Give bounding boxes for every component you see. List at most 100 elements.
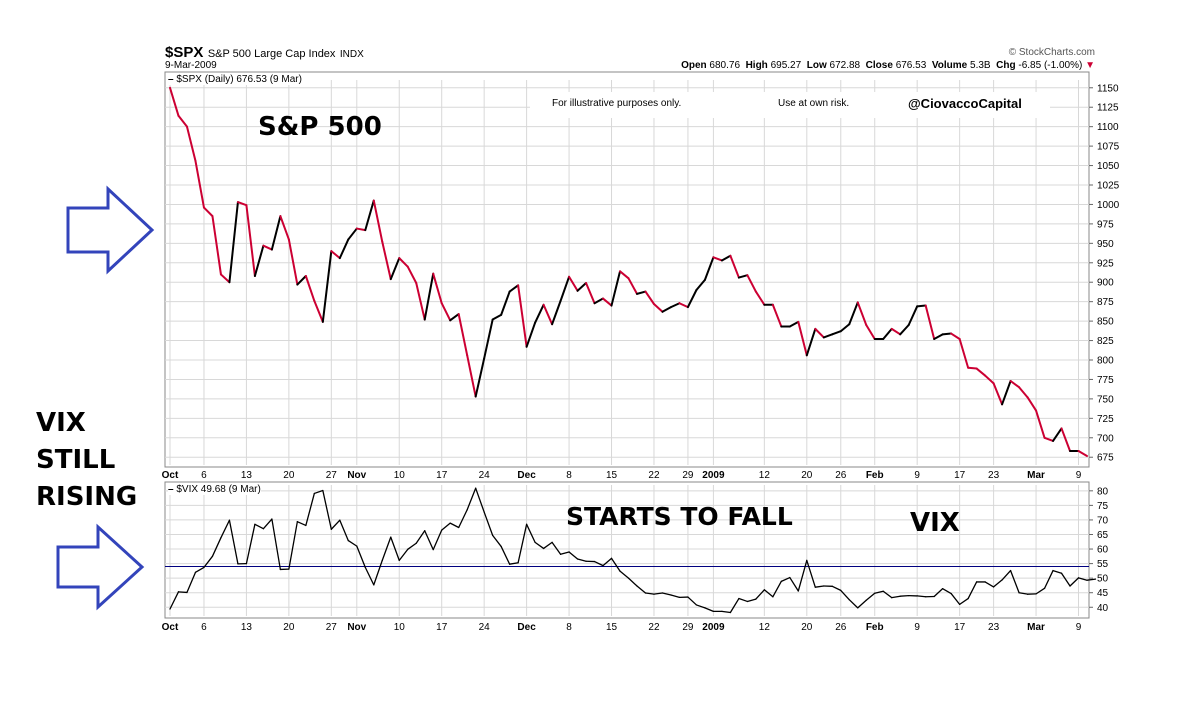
- legend-line-icon: –: [168, 74, 174, 85]
- price-segment: [754, 290, 766, 306]
- vix-xtick-label: 2009: [702, 622, 725, 633]
- vix-ytick-label: 40: [1097, 603, 1109, 614]
- price-segment: [270, 215, 282, 251]
- price-segment: [330, 250, 341, 260]
- price-segment: [822, 333, 834, 339]
- price-xtick-label: 26: [835, 470, 847, 481]
- open-label: Open: [681, 60, 707, 71]
- price-xtick-label: Mar: [1027, 470, 1045, 481]
- vix-label: VIX: [910, 508, 960, 538]
- vix-segment: [559, 551, 570, 555]
- price-segment: [1077, 450, 1088, 458]
- close-value: 676.53: [895, 60, 927, 71]
- vix-y-axis: 40 45 50 55 60 65 70 75 80: [1089, 486, 1109, 614]
- vix-segment: [704, 607, 715, 612]
- vix-segment: [874, 590, 884, 594]
- price-series: [169, 86, 1088, 458]
- sp500-label: S&P 500: [258, 112, 382, 142]
- vix-segment: [593, 560, 604, 567]
- vix-segment: [695, 604, 706, 609]
- price-segment: [219, 273, 231, 284]
- price-segment: [279, 215, 290, 241]
- vix-segment: [169, 591, 180, 610]
- price-segment: [627, 277, 638, 295]
- vix-segment: [415, 530, 426, 544]
- price-segment: [1035, 409, 1046, 439]
- price-segment: [882, 327, 893, 340]
- price-segment: [355, 227, 367, 232]
- price-segment: [321, 250, 333, 323]
- vix-segment: [899, 594, 910, 597]
- vix-segment: [330, 519, 341, 530]
- high-value: 695.27: [770, 60, 802, 71]
- price-ytick-label: 725: [1097, 414, 1114, 425]
- price-segment: [610, 270, 622, 307]
- vix-segment: [958, 597, 969, 606]
- price-segment: [398, 257, 409, 268]
- vix-segment: [831, 585, 842, 592]
- price-ytick-label: 875: [1097, 297, 1114, 308]
- price-xtick-label: 29: [682, 470, 694, 481]
- price-xtick-label: 23: [988, 470, 1000, 481]
- price-segment: [924, 304, 936, 340]
- vix-segment: [245, 523, 256, 565]
- close-label: Close: [865, 60, 893, 71]
- price-segment: [491, 313, 503, 321]
- vix-xtick-label: 29: [682, 622, 694, 633]
- price-segment: [253, 244, 265, 277]
- vix-segment: [483, 511, 494, 537]
- vix-segment: [772, 580, 782, 598]
- price-segment: [899, 324, 910, 336]
- vix-segment: [508, 562, 519, 565]
- price-segment: [568, 275, 579, 292]
- price-segment: [534, 303, 545, 324]
- price-segment: [712, 256, 723, 262]
- price-segment: [432, 272, 443, 305]
- ticker-symbol: $SPX: [165, 44, 204, 61]
- volume-label: Volume: [931, 60, 968, 71]
- vix-segment: [211, 537, 222, 557]
- vix-segment: [551, 541, 562, 555]
- price-segment: [304, 275, 316, 302]
- vix-segment: [322, 489, 332, 530]
- vix-segment: [220, 519, 231, 539]
- price-segment: [950, 332, 961, 340]
- vix-segment: [381, 536, 392, 562]
- vix-segment: [1077, 577, 1088, 581]
- price-xtick-label: 9: [914, 470, 920, 481]
- vix-grid: [165, 485, 1089, 616]
- chart-header: $SPX S&P 500 Large Cap Index INDX: [165, 44, 364, 62]
- price-segment: [287, 238, 299, 286]
- vix-ytick-label: 50: [1097, 574, 1109, 585]
- price-ytick-label: 775: [1097, 375, 1114, 386]
- chart-date: 9-Mar-2009: [165, 60, 217, 71]
- vix-segment: [619, 570, 630, 579]
- vix-rising-line-1: VIX: [36, 408, 86, 438]
- price-segment: [678, 302, 689, 309]
- price-xtick-label: Oct: [162, 470, 179, 481]
- vix-segment: [670, 594, 681, 599]
- price-segment: [958, 338, 970, 369]
- price-segment: [211, 215, 222, 276]
- price-segment: [449, 313, 460, 322]
- vix-series: [169, 487, 1097, 614]
- vix-segment: [568, 551, 579, 560]
- vix-segment: [177, 591, 188, 594]
- vix-segment: [1043, 569, 1054, 589]
- vix-segment: [491, 534, 502, 548]
- open-value: 680.76: [709, 60, 741, 71]
- vix-xtick-label: 9: [1076, 622, 1082, 633]
- price-segment: [542, 303, 554, 326]
- low-value: 672.88: [829, 60, 861, 71]
- price-xtick-label: 20: [283, 470, 295, 481]
- price-segment: [500, 290, 511, 316]
- vix-segment: [364, 566, 375, 586]
- price-ytick-label: 750: [1097, 394, 1114, 405]
- vix-segment: [916, 595, 927, 598]
- price-xtick-label: 24: [479, 470, 491, 481]
- vix-segment: [458, 509, 468, 529]
- vix-xtick-label: 12: [759, 622, 771, 633]
- price-xtick-label: 9: [1076, 470, 1082, 481]
- price-segment: [551, 299, 562, 326]
- legend-line-icon: –: [168, 484, 174, 495]
